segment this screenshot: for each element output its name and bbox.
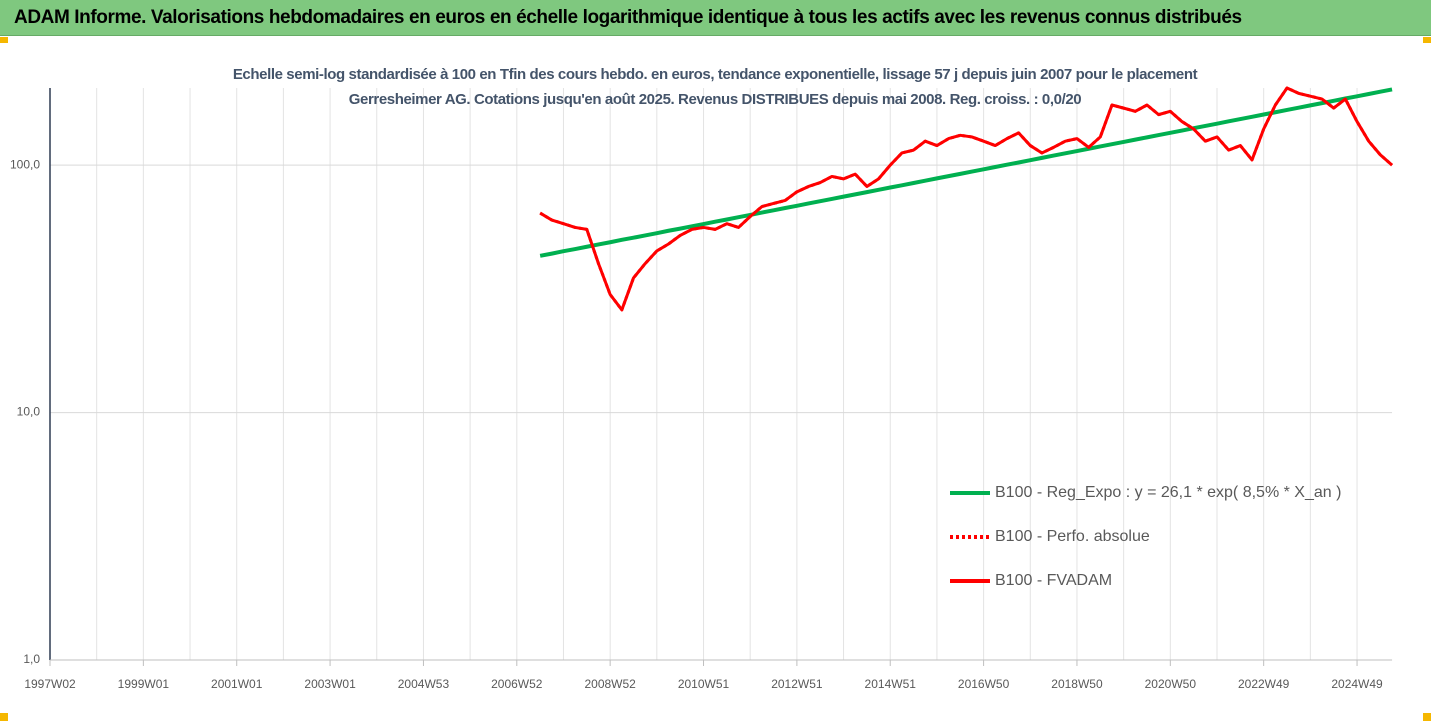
series-line [539, 86, 1394, 312]
x-tick-label: 2024W49 [1331, 677, 1383, 691]
series-line [539, 86, 1394, 312]
x-tick-label: 2004W53 [398, 677, 450, 691]
x-tick-label: 1997W02 [24, 677, 76, 691]
x-tick-label: 2006W52 [491, 677, 543, 691]
x-tick-label: 2020W50 [1145, 677, 1197, 691]
y-tick-label: 100,0 [10, 157, 40, 171]
x-tick-label: 2010W51 [678, 677, 730, 691]
x-tick-label: 2012W51 [771, 677, 823, 691]
series-line [539, 87, 1393, 258]
chart-subtitle: Echelle semi-log standardisée à 100 en T… [232, 66, 1198, 108]
legend-label: B100 - Perfo. absolue [995, 528, 1150, 545]
x-tick-label: 2018W50 [1051, 677, 1103, 691]
y-tick-label: 10,0 [17, 405, 41, 419]
legend-label: B100 - FVADAM [995, 572, 1112, 589]
corner [1423, 713, 1431, 721]
y-tick-label: 1,0 [23, 652, 40, 666]
chart-title: ADAM Informe. Valorisations hebdomadaire… [0, 0, 1431, 36]
corner [1423, 37, 1431, 43]
corner [0, 713, 8, 721]
corner [0, 37, 8, 43]
x-tick-label: 2008W52 [584, 677, 636, 691]
x-tick-label: 1999W01 [118, 677, 170, 691]
x-tick-label: 2014W51 [865, 677, 917, 691]
x-tick-label: 2022W49 [1238, 677, 1290, 691]
x-tick-label: 2001W01 [211, 677, 263, 691]
legend-label: B100 - Reg_Expo : y = 26,1 * exp( 8,5% *… [995, 484, 1341, 501]
x-tick-label: 2003W01 [304, 677, 356, 691]
x-tick-label: 2016W50 [958, 677, 1010, 691]
